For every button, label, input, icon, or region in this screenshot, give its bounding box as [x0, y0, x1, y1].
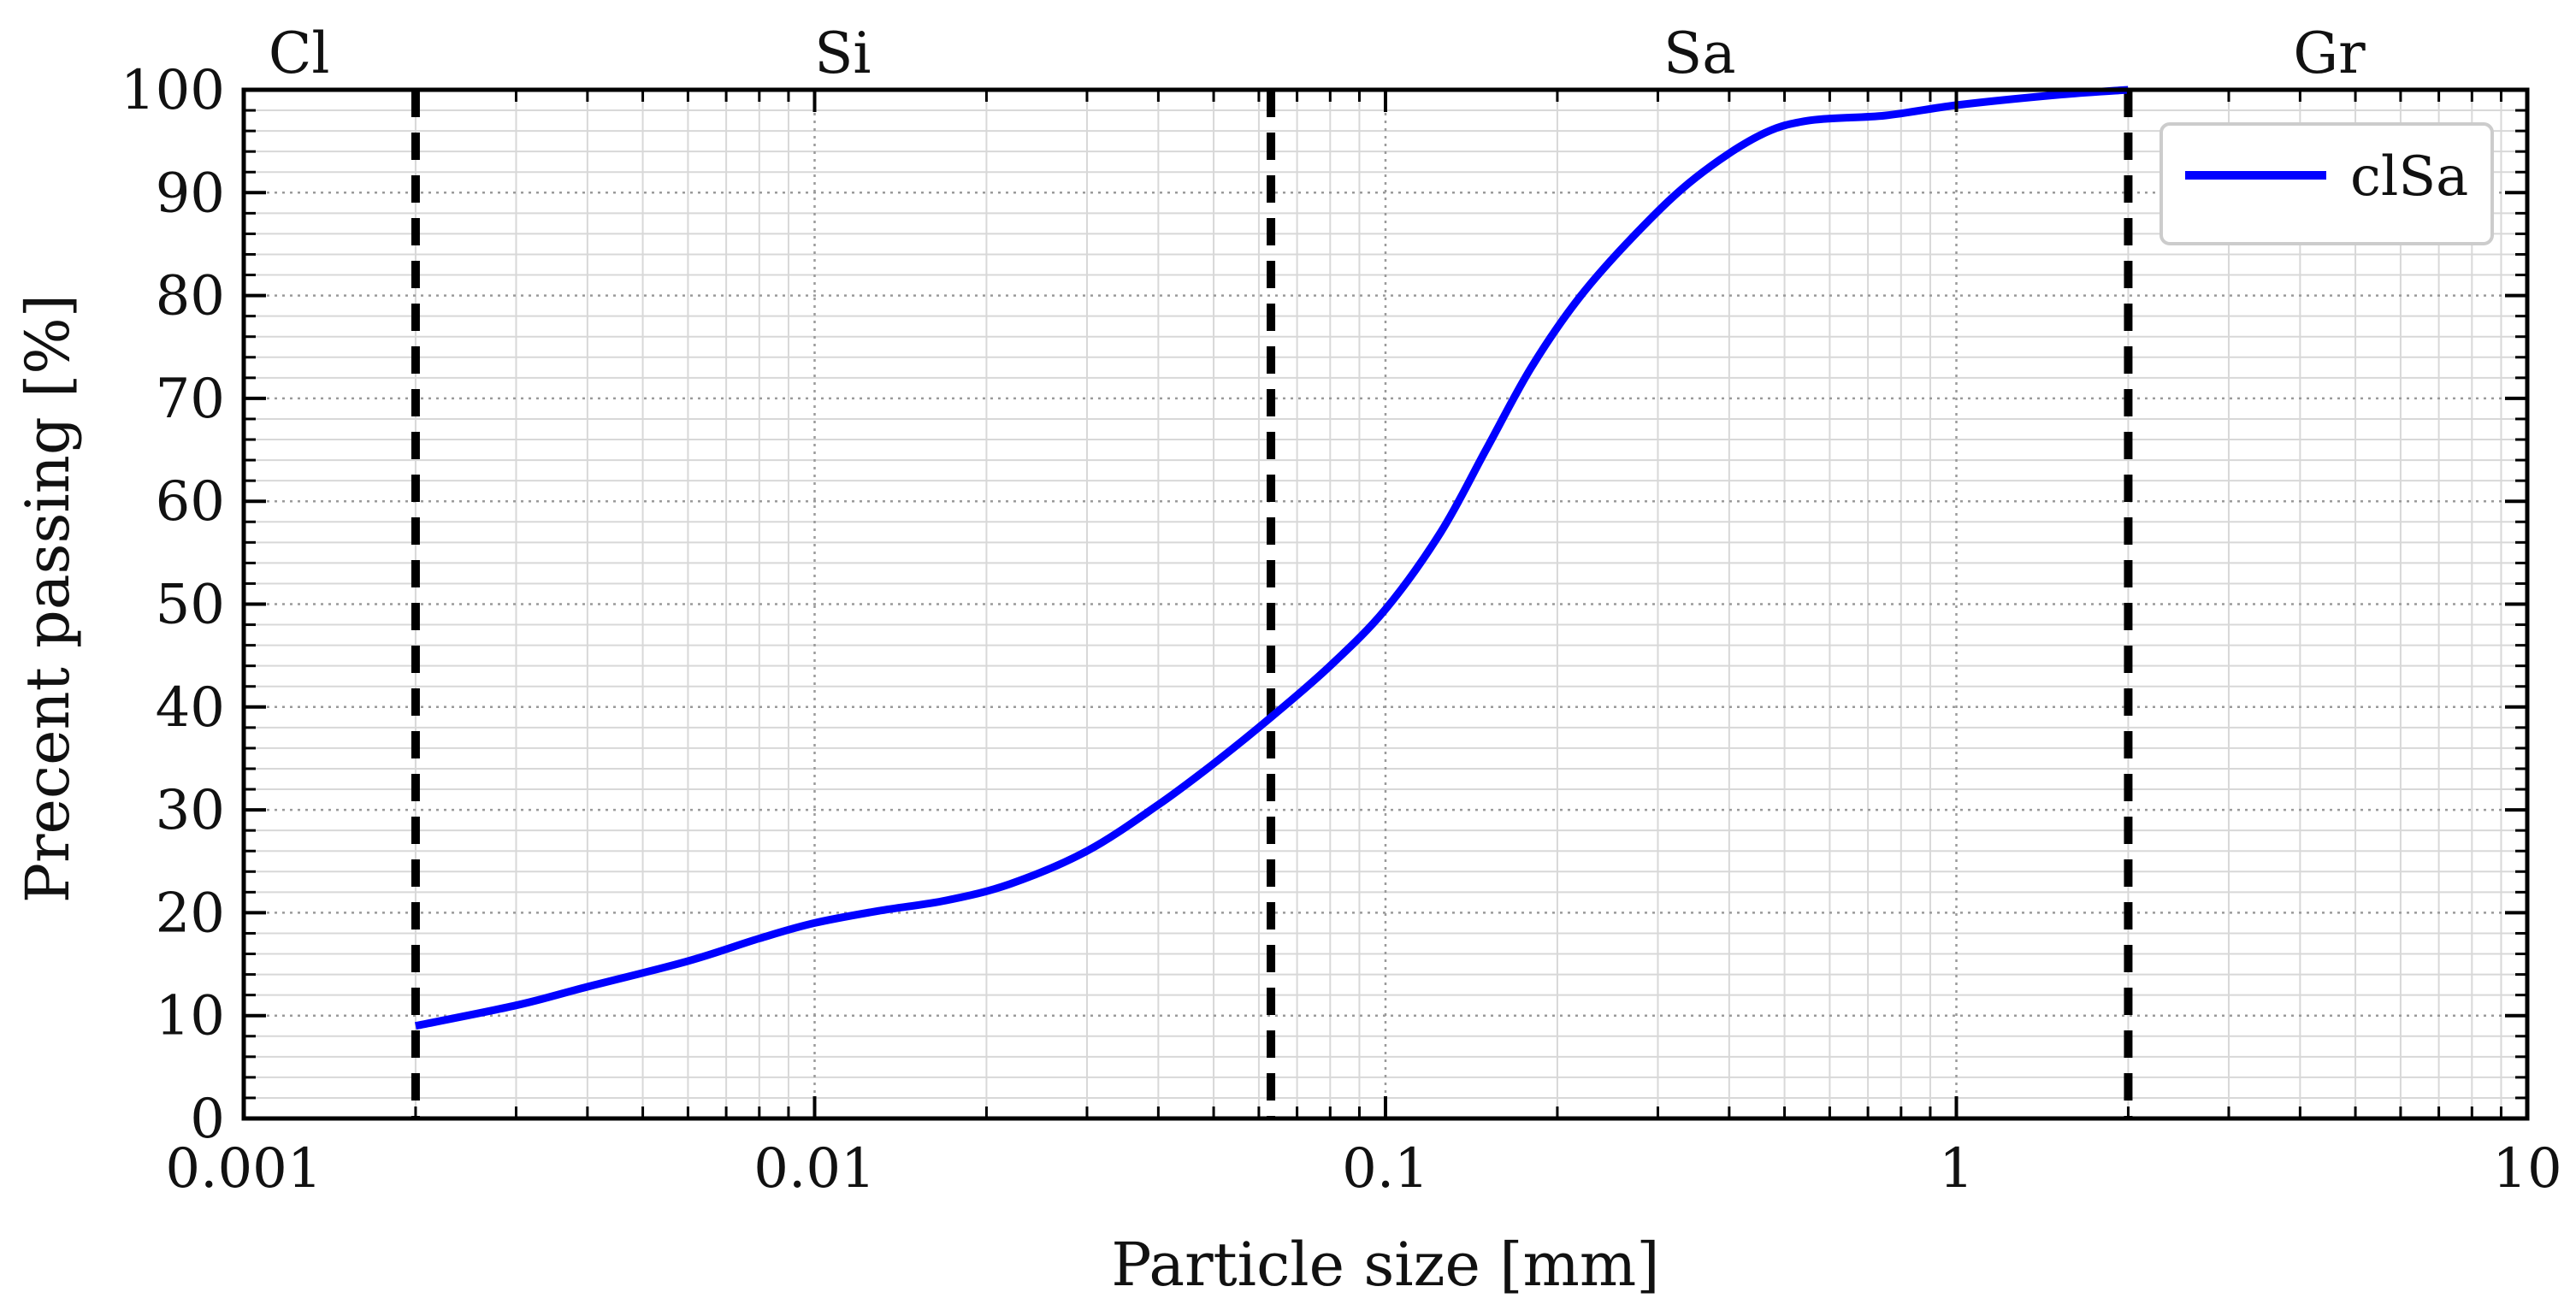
- series-layer: [415, 86, 2129, 1030]
- axis-ticks: [242, 88, 2529, 1120]
- y-tick-label: 50: [156, 574, 225, 637]
- y-tick-label: 100: [121, 59, 225, 122]
- x-tick-labels: 0.001 0.01 0.1 1 10: [165, 1137, 2561, 1201]
- zone-label: Si: [814, 21, 871, 86]
- y-tick-label: 40: [156, 676, 225, 740]
- x-axis-title: Particle size [mm]: [1111, 1230, 1659, 1300]
- legend-series-label: clSa: [2350, 145, 2468, 209]
- y-axis-title: Precent passing [%]: [13, 294, 83, 903]
- zone-boundaries: [411, 90, 2133, 1118]
- y-tick-label: 30: [156, 779, 225, 842]
- zone-label: Sa: [1663, 21, 1736, 86]
- y-tick-labels: 0 10 20 30 40 50 60 70 80 90 100: [121, 59, 225, 1151]
- x-tick-label: 0.001: [165, 1137, 322, 1201]
- x-tick-label: 0.01: [753, 1137, 876, 1201]
- zone-label: Gr: [2293, 21, 2366, 86]
- x-tick-label: 0.1: [1342, 1137, 1429, 1201]
- x-tick-label: 1: [1939, 1137, 1974, 1201]
- y-tick-label: 20: [156, 882, 225, 945]
- zone-labels: Cl Si Sa Gr: [269, 21, 2366, 86]
- legend-box: [2159, 122, 2494, 245]
- y-tick-label: 60: [156, 470, 225, 534]
- y-tick-label: 10: [156, 985, 225, 1048]
- y-tick-label: 80: [156, 265, 225, 328]
- y-tick-label: 70: [156, 368, 225, 431]
- zone-label: Cl: [269, 21, 330, 86]
- y-tick-label: 90: [156, 162, 225, 225]
- legend: clSa: [2159, 122, 2494, 245]
- series-line-clSa: [415, 86, 2129, 1030]
- x-tick-label: 10: [2492, 1137, 2561, 1201]
- y-tick-label: 0: [190, 1088, 225, 1151]
